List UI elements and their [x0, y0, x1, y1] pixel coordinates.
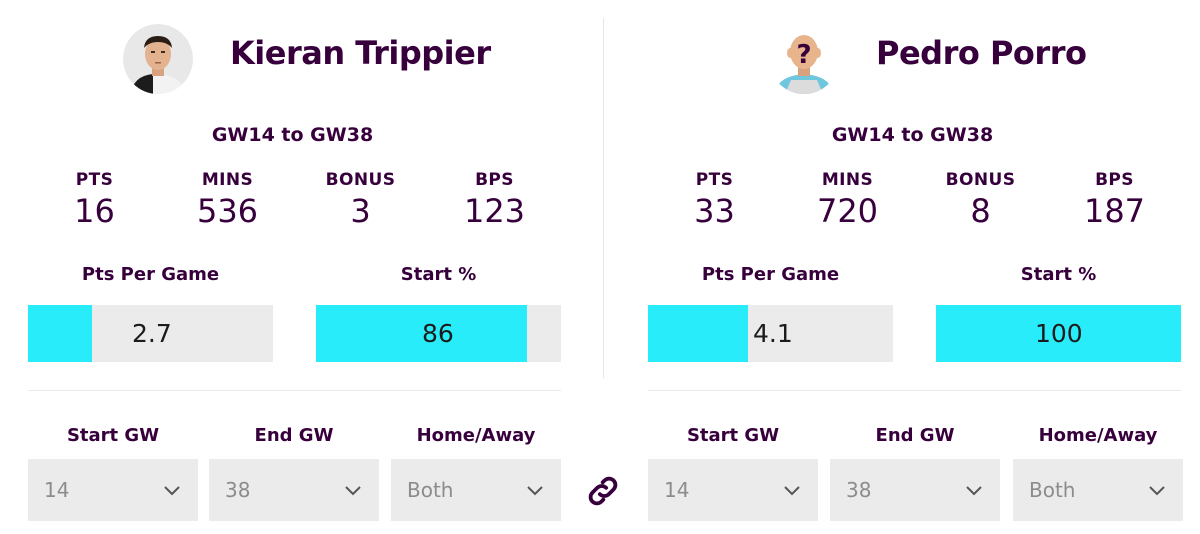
player-header: ? Pedro Porro [620, 20, 1180, 94]
stat-bps: BPS 187 [1048, 170, 1181, 230]
select-value: 38 [225, 478, 251, 502]
ppg-label: Pts Per Game [81, 264, 220, 285]
start-gw-select[interactable]: 14 [28, 459, 198, 521]
stat-label: MINS [201, 170, 254, 190]
player-panel-right: ? Pedro Porro GW14 to GW38 PTS 33 MINS 7… [620, 0, 1183, 534]
chevron-down-icon [527, 486, 543, 496]
start-percent-value: 86 [422, 319, 454, 348]
home-away-label: Home/Away [1038, 425, 1158, 446]
stat-pts: PTS 33 [648, 170, 781, 230]
gameweek-range: GW14 to GW38 [211, 124, 374, 146]
home-away-select[interactable]: Both [391, 459, 561, 521]
stat-label: PTS [695, 170, 734, 190]
chevron-down-icon [784, 486, 800, 496]
player-photo [123, 24, 193, 94]
start-percent-bar: 100 [936, 305, 1181, 362]
start-gw-label: Start GW [66, 425, 160, 446]
player-name: Kieran Trippier [230, 34, 491, 72]
stat-label: BONUS [325, 170, 396, 190]
stat-value: 536 [196, 192, 259, 230]
stat-label: BPS [475, 170, 514, 190]
unknown-player-photo: ? [769, 24, 839, 94]
stat-bonus: BONUS 8 [914, 170, 1047, 230]
end-gw-select[interactable]: 38 [830, 459, 1000, 521]
link-icon[interactable] [584, 472, 622, 510]
stat-label: BONUS [945, 170, 1016, 190]
gameweek-range: GW14 to GW38 [831, 124, 994, 146]
start-percent-bar-fill [936, 305, 1181, 362]
select-value: Both [1029, 478, 1076, 502]
ppg-bar-fill [648, 305, 749, 362]
start-percent-bar: 86 [316, 305, 561, 362]
stat-value: 33 [694, 192, 735, 230]
start-percent-value: 100 [1035, 319, 1083, 348]
start-gw-select[interactable]: 14 [648, 459, 818, 521]
home-away-label: Home/Away [416, 425, 536, 446]
ppg-bar: 4.1 [648, 305, 893, 362]
chevron-down-icon [164, 486, 180, 496]
start-percent-label: Start % [400, 264, 477, 285]
stat-bonus: BONUS 3 [294, 170, 427, 230]
svg-text:?: ? [796, 40, 811, 70]
select-value: 14 [44, 478, 70, 502]
player-panel-left: Kieran Trippier GW14 to GW38 PTS 16 MINS… [0, 0, 561, 534]
end-gw-select[interactable]: 38 [209, 459, 379, 521]
stat-value: 8 [970, 192, 991, 230]
ppg-label: Pts Per Game [701, 264, 840, 285]
start-gw-label: Start GW [686, 425, 780, 446]
stats-row: PTS 16 MINS 536 BONUS 3 BPS 123 [28, 170, 561, 240]
home-away-select[interactable]: Both [1013, 459, 1183, 521]
stat-mins: MINS 720 [781, 170, 914, 230]
stat-bps: BPS 123 [428, 170, 561, 230]
select-value: 14 [664, 478, 690, 502]
ppg-bar-fill [28, 305, 92, 362]
stat-value: 123 [463, 192, 526, 230]
stats-row: PTS 33 MINS 720 BONUS 8 BPS 187 [648, 170, 1181, 240]
player-name: Pedro Porro [876, 34, 1087, 72]
stat-value: 16 [74, 192, 115, 230]
end-gw-label: End GW [254, 425, 334, 446]
ppg-value: 4.1 [753, 319, 793, 348]
stat-label: BPS [1095, 170, 1134, 190]
panel-divider [603, 18, 604, 378]
start-percent-label: Start % [1020, 264, 1097, 285]
ppg-bar: 2.7 [28, 305, 273, 362]
divider-line [28, 390, 561, 391]
stat-pts: PTS 16 [28, 170, 161, 230]
start-percent-bar-fill [316, 305, 527, 362]
end-gw-label: End GW [875, 425, 955, 446]
divider-line [648, 390, 1181, 391]
stat-label: MINS [821, 170, 874, 190]
stat-value: 3 [350, 192, 371, 230]
chevron-down-icon [966, 486, 982, 496]
stat-value: 720 [816, 192, 879, 230]
chevron-down-icon [345, 486, 361, 496]
select-value: Both [407, 478, 454, 502]
stat-mins: MINS 536 [161, 170, 294, 230]
ppg-value: 2.7 [132, 319, 172, 348]
stat-value: 187 [1083, 192, 1146, 230]
chevron-down-icon [1149, 486, 1165, 496]
stat-label: PTS [75, 170, 114, 190]
player-header: Kieran Trippier [0, 20, 560, 94]
select-value: 38 [846, 478, 872, 502]
